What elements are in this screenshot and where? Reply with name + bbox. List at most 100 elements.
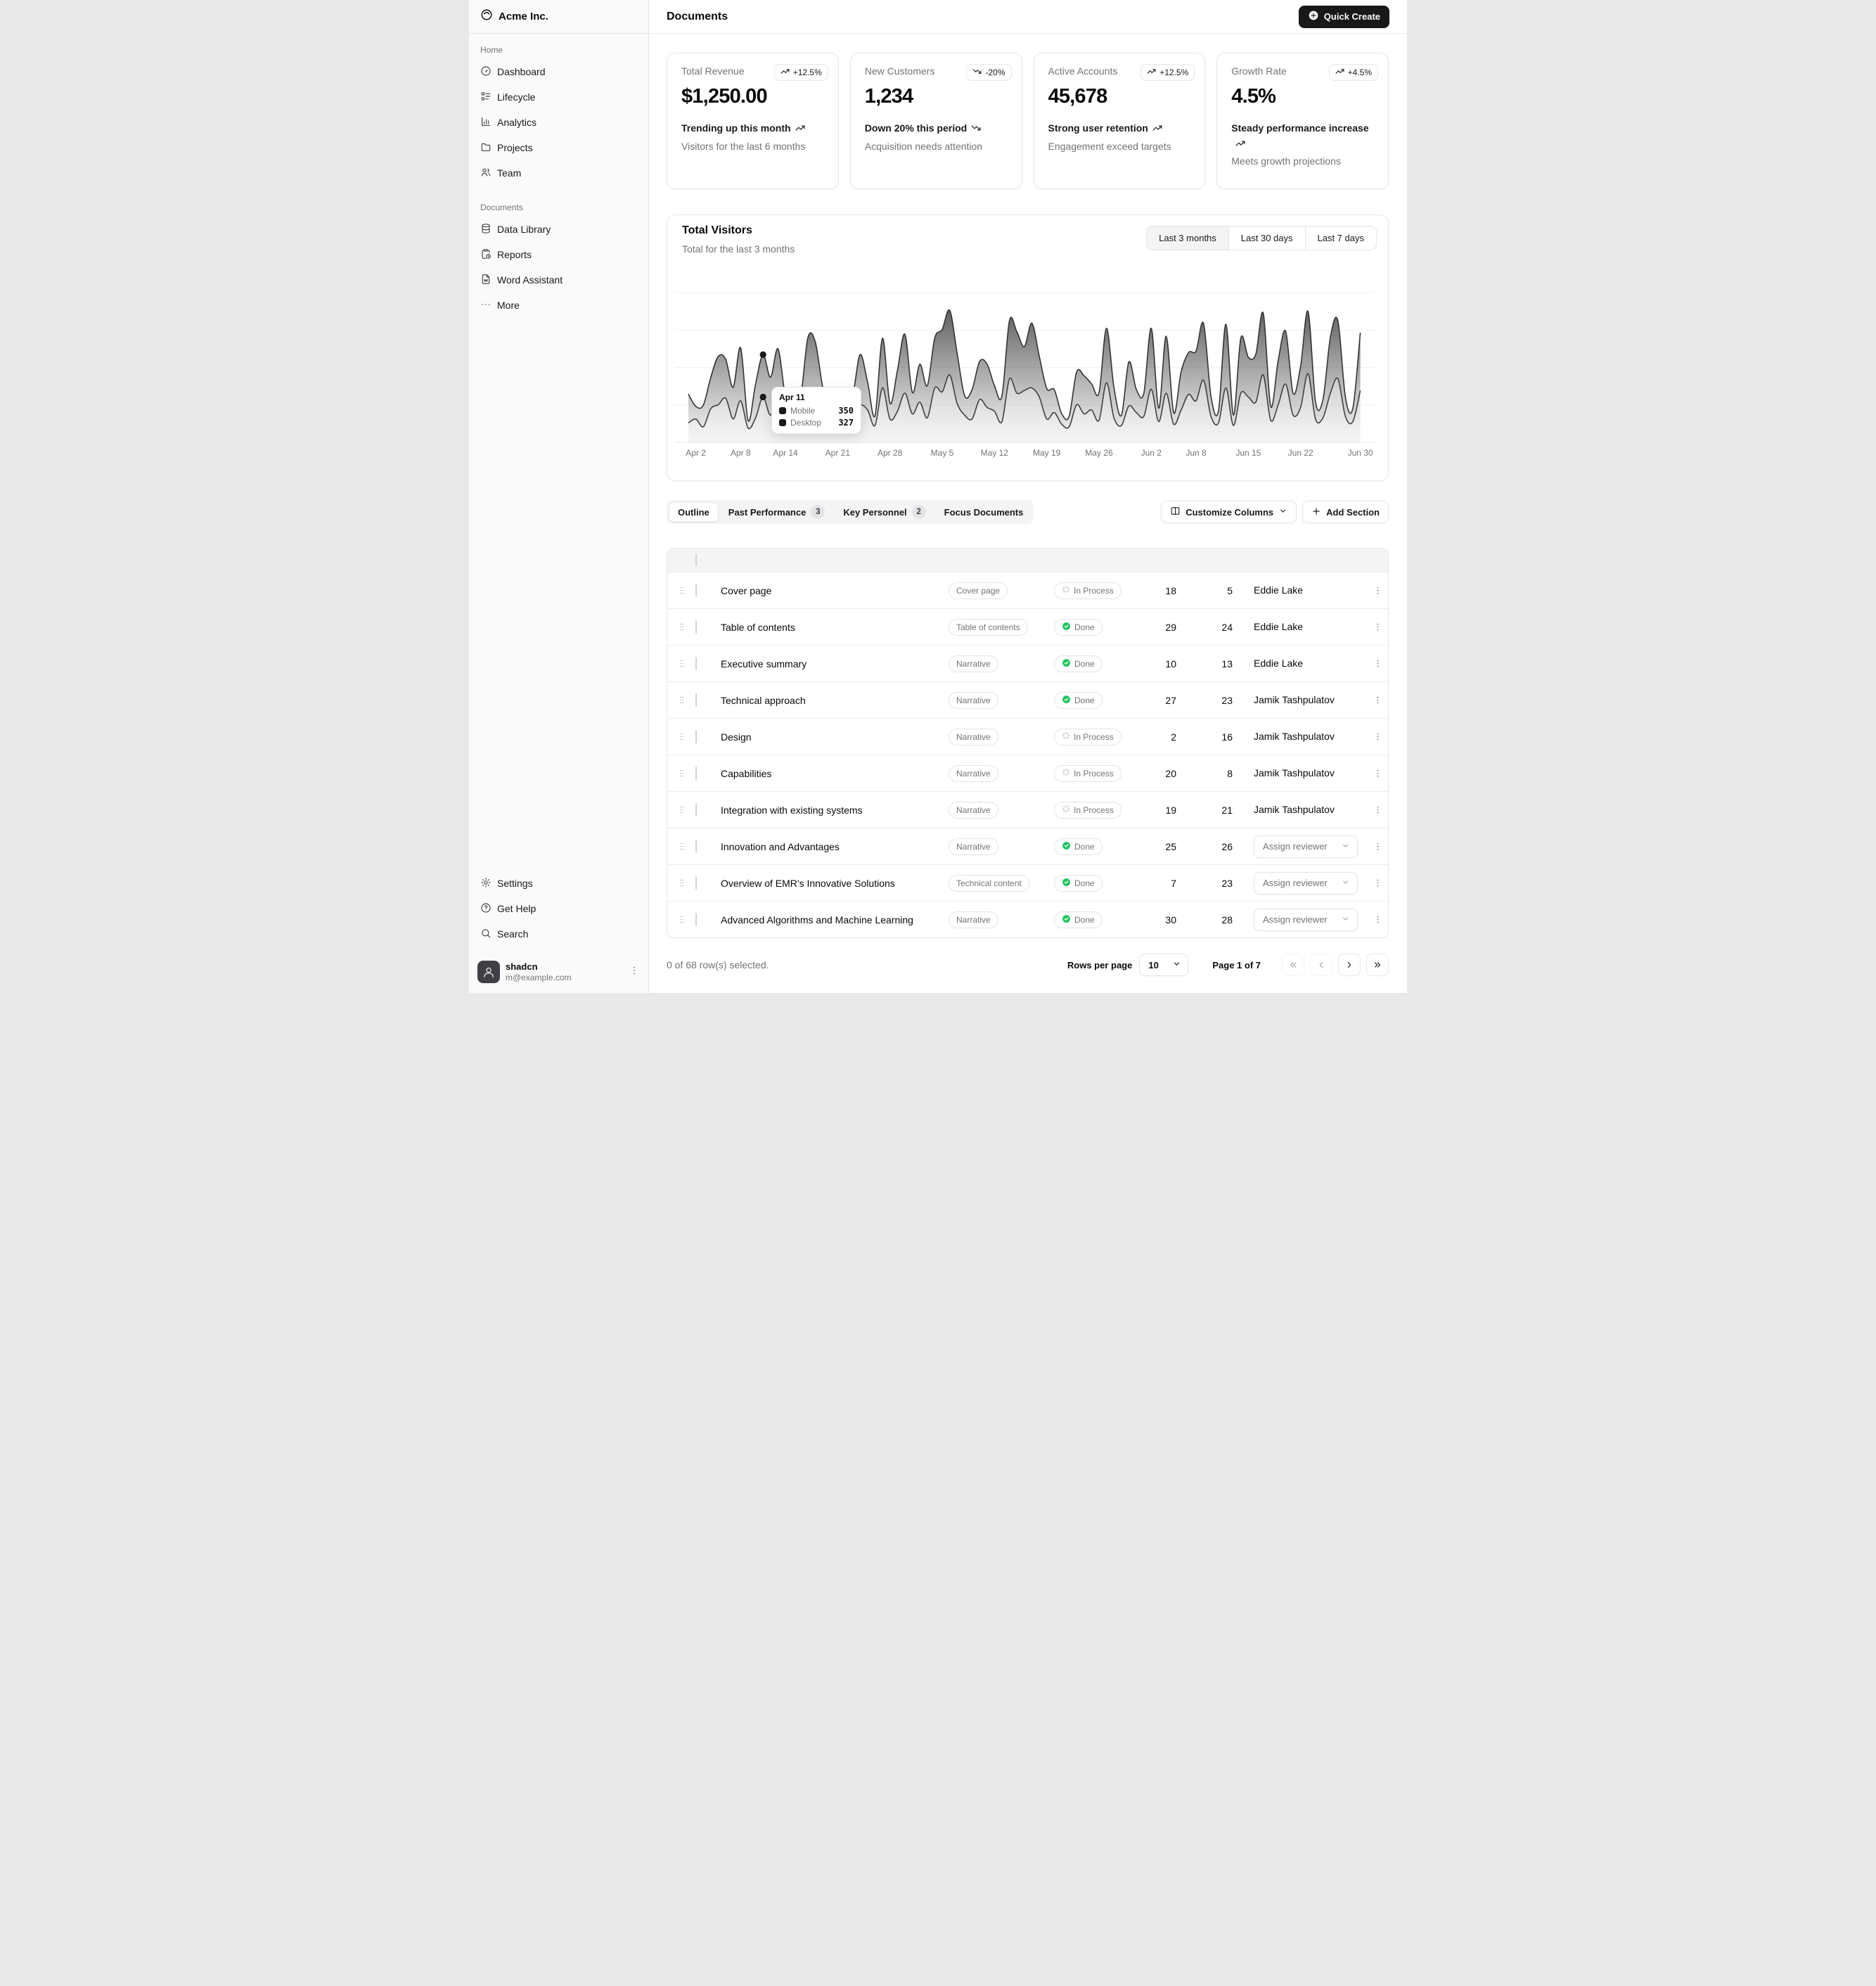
drag-handle[interactable] (667, 731, 695, 742)
row-actions-ellipsis-icon[interactable] (1366, 731, 1388, 742)
rows-per-page-label: Rows per page (1067, 959, 1133, 970)
drag-handle[interactable] (667, 841, 695, 852)
row-actions-ellipsis-icon[interactable] (1366, 768, 1388, 779)
row-title[interactable]: Cover page (721, 584, 772, 596)
row-actions-ellipsis-icon[interactable] (1366, 805, 1388, 815)
row-actions-ellipsis-icon[interactable] (1366, 585, 1388, 596)
target-value[interactable]: 10 (1165, 658, 1176, 670)
sidebar-header[interactable]: Acme Inc. (469, 0, 648, 34)
drag-handle[interactable] (667, 805, 695, 815)
add-section-button[interactable]: Add Section (1302, 501, 1389, 523)
sidebar-item-more[interactable]: More (475, 294, 643, 316)
sidebar-item-analytics[interactable]: Analytics (475, 111, 643, 134)
row-actions-ellipsis-icon[interactable] (1366, 622, 1388, 632)
row-title[interactable]: Table of contents (721, 621, 795, 633)
row-checkbox[interactable] (695, 729, 697, 743)
sidebar-item-data-library[interactable]: Data Library (475, 218, 643, 241)
tab-outline[interactable]: Outline (669, 502, 719, 522)
row-title[interactable]: Technical approach (721, 694, 806, 706)
limit-value[interactable]: 21 (1221, 804, 1233, 816)
target-value[interactable]: 18 (1165, 584, 1176, 596)
target-value[interactable]: 7 (1171, 877, 1176, 889)
sidebar-item-projects[interactable]: Projects (475, 136, 643, 159)
row-title[interactable]: Innovation and Advantages (721, 840, 840, 852)
rows-per-page-select[interactable]: 10 (1139, 954, 1189, 976)
sidebar-item-lifecycle[interactable]: Lifecycle (475, 86, 643, 108)
limit-value[interactable]: 23 (1221, 694, 1233, 706)
row-title[interactable]: Design (721, 731, 752, 743)
search-icon (480, 928, 492, 941)
target-value[interactable]: 19 (1165, 804, 1176, 816)
row-title[interactable]: Overview of EMR's Innovative Solutions (721, 877, 895, 889)
assign-reviewer-select[interactable]: Assign reviewer (1254, 871, 1358, 895)
row-checkbox[interactable] (695, 766, 697, 780)
quick-create-button[interactable]: Quick Create (1298, 5, 1389, 28)
row-actions-ellipsis-icon[interactable] (1366, 878, 1388, 888)
row-checkbox[interactable] (695, 693, 697, 707)
target-value[interactable]: 27 (1165, 694, 1176, 706)
limit-value[interactable]: 16 (1221, 731, 1233, 743)
row-checkbox[interactable] (695, 912, 697, 926)
limit-value[interactable]: 26 (1221, 840, 1233, 852)
range-last-30-days[interactable]: Last 30 days (1228, 226, 1305, 250)
limit-value[interactable]: 8 (1227, 767, 1233, 779)
sidebar-item-team[interactable]: Team (475, 162, 643, 184)
sidebar-item-dashboard[interactable]: Dashboard (475, 60, 643, 83)
range-last-3-months[interactable]: Last 3 months (1147, 226, 1228, 250)
target-value[interactable]: 29 (1165, 621, 1176, 633)
target-value[interactable]: 2 (1171, 731, 1176, 743)
chevron-down-icon (1172, 959, 1181, 970)
drag-handle[interactable] (667, 768, 695, 779)
first-page-button[interactable] (1282, 954, 1304, 976)
row-title[interactable]: Capabilities (721, 767, 772, 779)
stat-cards-row: Total Revenue +12.5% $1,250.00 Trending up … (667, 53, 1389, 189)
row-actions-ellipsis-icon[interactable] (1366, 658, 1388, 669)
stat-card-footer-desc: Visitors for the last 6 months (681, 140, 806, 152)
limit-value[interactable]: 28 (1221, 914, 1233, 925)
sidebar-item-word-assistant[interactable]: Word Assistant (475, 269, 643, 291)
sidebar-item-reports[interactable]: Reports (475, 243, 643, 266)
next-page-button[interactable] (1338, 954, 1361, 976)
row-title[interactable]: Executive summary (721, 658, 807, 670)
tab-past-performance[interactable]: Past Performance 3 (720, 502, 834, 522)
tab-key-personnel[interactable]: Key Personnel 2 (835, 502, 934, 522)
user-menu[interactable]: shadcn m@example.com (475, 958, 643, 983)
range-last-7-days[interactable]: Last 7 days (1304, 226, 1376, 250)
previous-page-button[interactable] (1310, 954, 1332, 976)
row-checkbox[interactable] (695, 839, 697, 853)
drag-handle[interactable] (667, 695, 695, 705)
user-menu-ellipsis-icon[interactable] (629, 965, 640, 980)
row-title[interactable]: Integration with existing systems (721, 804, 863, 816)
row-checkbox[interactable] (695, 656, 697, 670)
target-value[interactable]: 30 (1165, 914, 1176, 925)
drag-handle[interactable] (667, 914, 695, 925)
sidebar-item-search[interactable]: Search (475, 923, 643, 945)
row-actions-ellipsis-icon[interactable] (1366, 695, 1388, 705)
row-checkbox[interactable] (695, 802, 697, 816)
row-actions-ellipsis-icon[interactable] (1366, 841, 1388, 852)
row-actions-ellipsis-icon[interactable] (1366, 914, 1388, 925)
limit-value[interactable]: 13 (1221, 658, 1233, 670)
limit-value[interactable]: 5 (1227, 584, 1233, 596)
visitors-area-chart[interactable] (667, 215, 1389, 481)
row-checkbox[interactable] (695, 583, 697, 597)
select-all-checkbox[interactable] (695, 554, 697, 566)
drag-handle[interactable] (667, 622, 695, 632)
row-checkbox[interactable] (695, 620, 697, 634)
assign-reviewer-select[interactable]: Assign reviewer (1254, 908, 1358, 931)
customize-columns-button[interactable]: Customize Columns (1161, 501, 1297, 523)
sidebar-item-get-help[interactable]: Get Help (475, 897, 643, 920)
target-value[interactable]: 25 (1165, 840, 1176, 852)
drag-handle[interactable] (667, 878, 695, 888)
drag-handle[interactable] (667, 585, 695, 596)
last-page-button[interactable] (1366, 954, 1389, 976)
tab-focus-documents[interactable]: Focus Documents (944, 506, 1024, 518)
target-value[interactable]: 20 (1165, 767, 1176, 779)
drag-handle[interactable] (667, 658, 695, 669)
limit-value[interactable]: 23 (1221, 877, 1233, 889)
limit-value[interactable]: 24 (1221, 621, 1233, 633)
assign-reviewer-select[interactable]: Assign reviewer (1254, 835, 1358, 858)
row-checkbox[interactable] (695, 876, 697, 890)
row-title[interactable]: Advanced Algorithms and Machine Learning (721, 914, 913, 925)
sidebar-item-settings[interactable]: Settings (475, 872, 643, 895)
